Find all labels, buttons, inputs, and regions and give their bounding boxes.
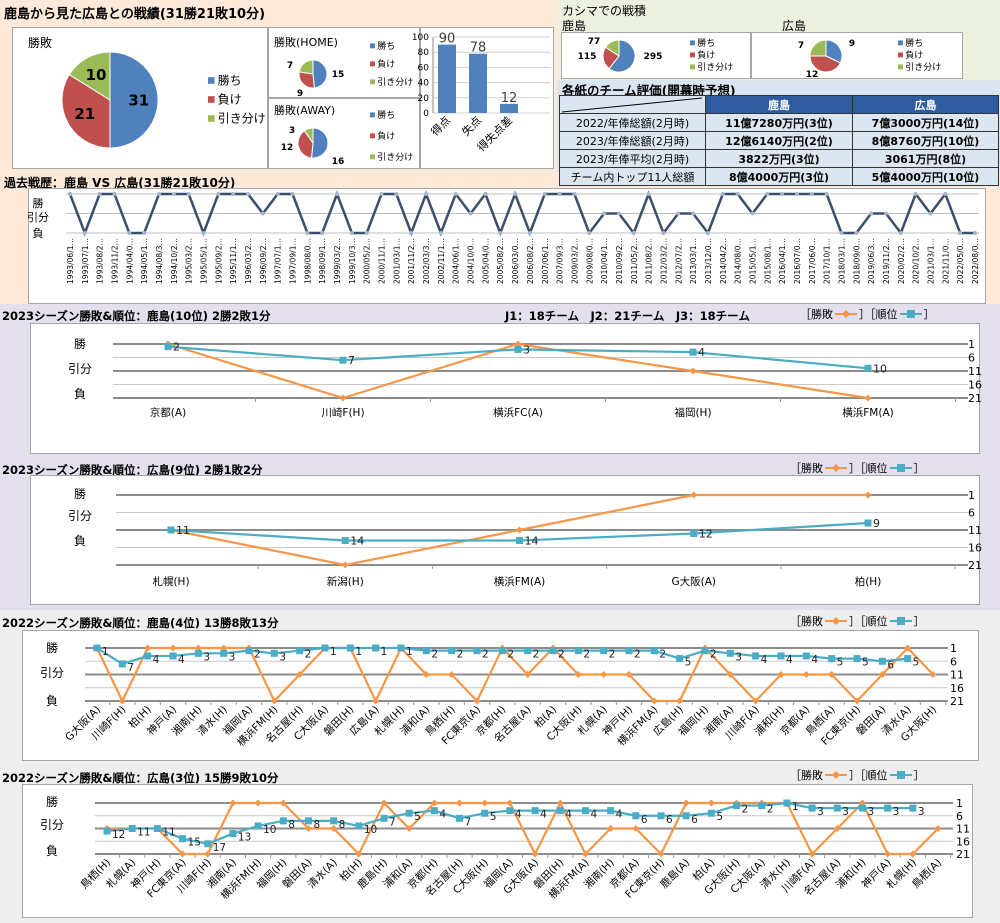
home-pie-chart	[268, 27, 420, 98]
kashima-value: 8億4000万円(3位)	[705, 167, 853, 186]
rank-line-legend-icon	[889, 771, 912, 779]
history-chart	[28, 188, 986, 304]
kashima-value: 12億6140万円(2位)	[705, 131, 853, 150]
history-title: 過去戦歴：鹿島 VS 広島(31勝21敗10分)	[4, 176, 236, 190]
summary-title: 鹿島から見た広島との戦績(31勝21敗10分)	[4, 7, 266, 22]
hiroshima-away-pie	[751, 32, 963, 79]
table-row: チーム内トップ11人総額 8億4000万円(3位) 5億4000万円(10位)	[559, 167, 999, 186]
rank-line-legend-icon	[889, 617, 912, 625]
hiroshima-value: 3061万円(8位)	[852, 149, 999, 168]
league-info: J1：18チーム J2：21チーム J3：18チーム	[505, 309, 750, 323]
rank-line-legend-icon	[899, 310, 922, 318]
chart-legend: ［勝敗 ］［順位 ］	[800, 308, 935, 321]
result-line-legend-icon	[825, 464, 847, 472]
table-header-row: 鹿島 広島	[559, 95, 999, 114]
result-line-legend-icon	[835, 310, 857, 318]
table-row: 2022/年俸総額(2月時) 11億7280万円(3位) 7億3000万円(14位)	[559, 113, 999, 132]
season-chart-3	[22, 784, 973, 918]
kashima-label: 鹿島	[562, 19, 587, 33]
result-line-legend-icon	[825, 771, 847, 779]
header-kashima: 鹿島	[705, 95, 853, 114]
season-chart-1	[30, 475, 980, 605]
result-line-legend-icon	[825, 617, 847, 625]
header-hiroshima: 広島	[852, 95, 999, 114]
season-chart-0	[30, 323, 980, 454]
goals-bar-chart	[420, 27, 554, 169]
diagonal-line-icon	[562, 97, 702, 113]
row-label: 2023/年俸総額(2月時)	[559, 131, 706, 150]
chart-legend: ［勝敗 ］［順位 ］	[790, 615, 925, 628]
table-row: 2023/年俸総額(2月時) 12億6140万円(2位) 8億8760万円(10位)	[559, 131, 999, 150]
hiroshima-value: 5億4000万円(10位)	[852, 167, 999, 186]
kashima-value: 3822万円(3位)	[705, 149, 853, 168]
chart-legend: ［勝敗 ］［順位 ］	[790, 462, 925, 475]
season-title-2: 2022シーズン勝敗&順位：鹿島(4位) 13勝8敗13分	[2, 616, 279, 630]
home-pie-title: 勝敗(HOME)	[274, 36, 338, 49]
ratings-title: 各紙のチーム評価(開幕時予想)	[562, 83, 736, 98]
season-title-3: 2022シーズン勝敗&順位：広島(3位) 15勝9敗10分	[2, 771, 279, 785]
season-chart-2	[22, 630, 979, 761]
kashima-stadium-title: カシマでの戦積	[562, 4, 647, 18]
hiroshima-value: 7億3000万円(14位)	[852, 113, 999, 132]
kashima-value: 11億7280万円(3位)	[705, 113, 853, 132]
row-label: 2023/年俸平均(2月時)	[559, 149, 706, 168]
header-corner	[559, 95, 706, 114]
rank-line-legend-icon	[889, 464, 912, 472]
season-title-1: 2023シーズン勝敗&順位：広島(9位) 2勝1敗2分	[2, 463, 263, 477]
away-pie-title: 勝敗(AWAY)	[274, 104, 336, 117]
main-pie-title: 勝敗	[28, 36, 53, 50]
row-label: チーム内トップ11人総額	[559, 167, 706, 186]
chart-legend: ［勝敗 ］［順位 ］	[790, 769, 925, 782]
kashima-home-pie	[561, 32, 751, 79]
row-label: 2022/年俸総額(2月時)	[559, 113, 706, 132]
season-title-0: 2023シーズン勝敗&順位：鹿島(10位) 2勝2敗1分	[2, 309, 271, 323]
table-row: 2023/年俸平均(2月時) 3822万円(3位) 3061万円(8位)	[559, 149, 999, 168]
ratings-table: 鹿島 広島 2022/年俸総額(2月時) 11億7280万円(3位) 7億3000万…	[559, 95, 999, 186]
hiroshima-value: 8億8760万円(10位)	[852, 131, 999, 150]
hiroshima-label: 広島	[782, 19, 807, 33]
away-pie-chart	[268, 98, 420, 169]
